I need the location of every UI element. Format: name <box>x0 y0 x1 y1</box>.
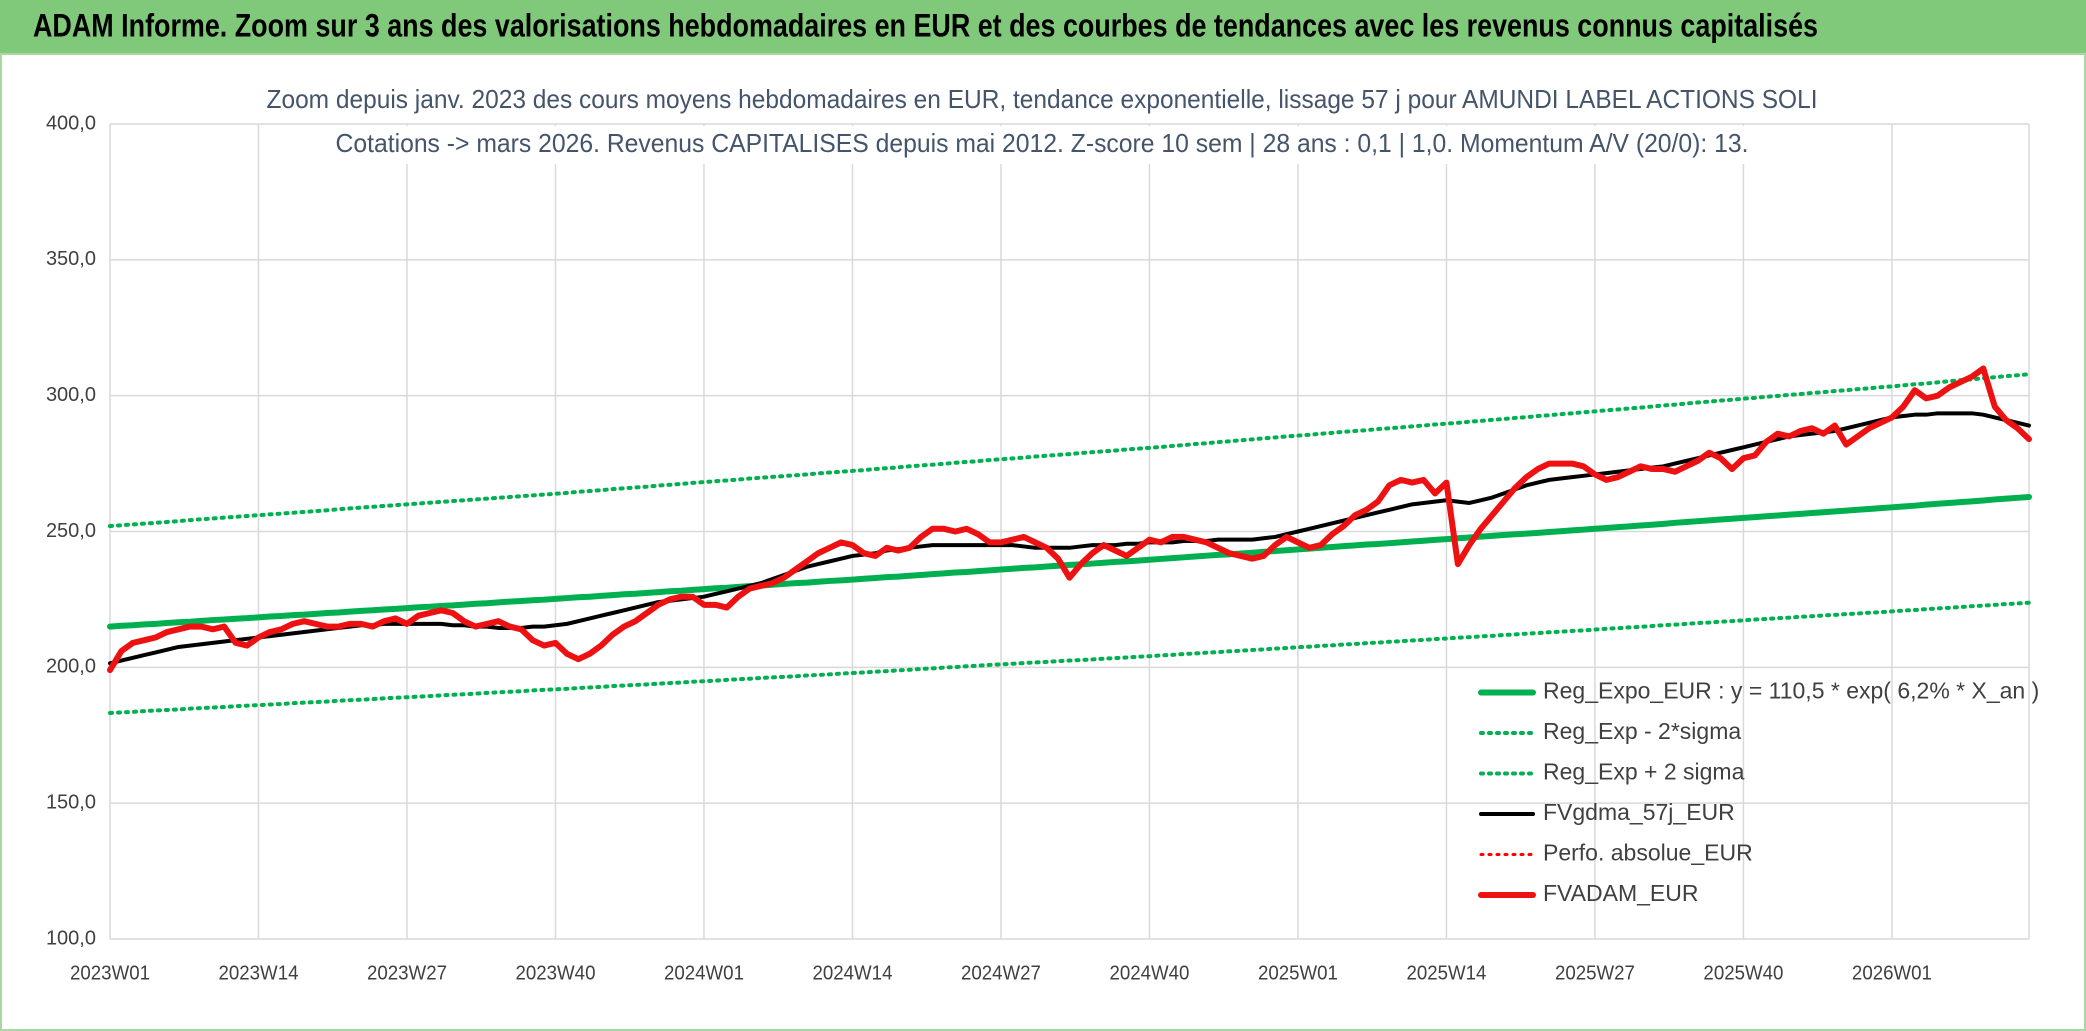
x-tick-label: 2025W14 <box>1406 962 1486 984</box>
legend-label: FVgdma_57j_EUR <box>1543 799 1735 825</box>
series-line <box>107 494 2032 630</box>
x-tick-label: 2024W01 <box>664 962 744 984</box>
y-tick-label: 350,0 <box>46 248 96 270</box>
chart-frame <box>0 53 2086 1031</box>
legend-label: Reg_Exp - 2*sigma <box>1543 718 1741 744</box>
chart-title: Zoom depuis janv. 2023 des cours moyens … <box>267 84 1818 114</box>
legend-label: Perfo. absolue_EUR <box>1543 840 1753 866</box>
y-tick-label: 150,0 <box>46 791 96 813</box>
y-tick-label: 100,0 <box>46 927 96 949</box>
y-tick-label: 250,0 <box>46 520 96 542</box>
x-tick-label: 2023W01 <box>70 962 150 984</box>
plot: 100,0 150,0 200,0 250,0 300,0 350,0 400,0 2023W… <box>46 112 2032 984</box>
x-tick-label: 2025W27 <box>1555 962 1635 984</box>
chart-subtitle: Cotations -> mars 2026. Revenus CAPITALI… <box>336 128 1749 158</box>
banner <box>0 0 2086 54</box>
x-tick-label: 2025W40 <box>1703 962 1783 984</box>
legend-label: Reg_Exp + 2 sigma <box>1543 759 1745 785</box>
x-tick-label: 2026W01 <box>1852 962 1932 984</box>
x-tick-label: 2025W01 <box>1258 962 1338 984</box>
x-tick-label: 2023W27 <box>367 962 447 984</box>
series-line <box>108 372 2031 529</box>
y-tick-label: 400,0 <box>46 112 96 134</box>
series-line <box>108 600 2031 715</box>
series-line <box>107 365 2032 674</box>
x-tick-label: 2024W40 <box>1109 962 1189 984</box>
subtitle-backdrop <box>325 126 1760 164</box>
legend-label: Reg_Expo_EUR : y = 110,5 * exp( 6,2% * X… <box>1543 678 2039 704</box>
x-tick-label: 2023W14 <box>218 962 298 984</box>
legend: Reg_Expo_EUR : y = 110,5 * exp( 6,2% * X… <box>1478 678 2039 906</box>
banner-title: ADAM Informe. Zoom sur 3 ans des valoris… <box>33 7 1818 43</box>
x-tick-label: 2024W27 <box>961 962 1041 984</box>
legend-label: FVADAM_EUR <box>1543 880 1699 906</box>
title-backdrop <box>255 82 1830 120</box>
y-tick-label: 200,0 <box>46 656 96 678</box>
y-tick-label: 300,0 <box>46 384 96 406</box>
x-tick-label: 2023W40 <box>515 962 595 984</box>
x-tick-label: 2024W14 <box>812 962 892 984</box>
